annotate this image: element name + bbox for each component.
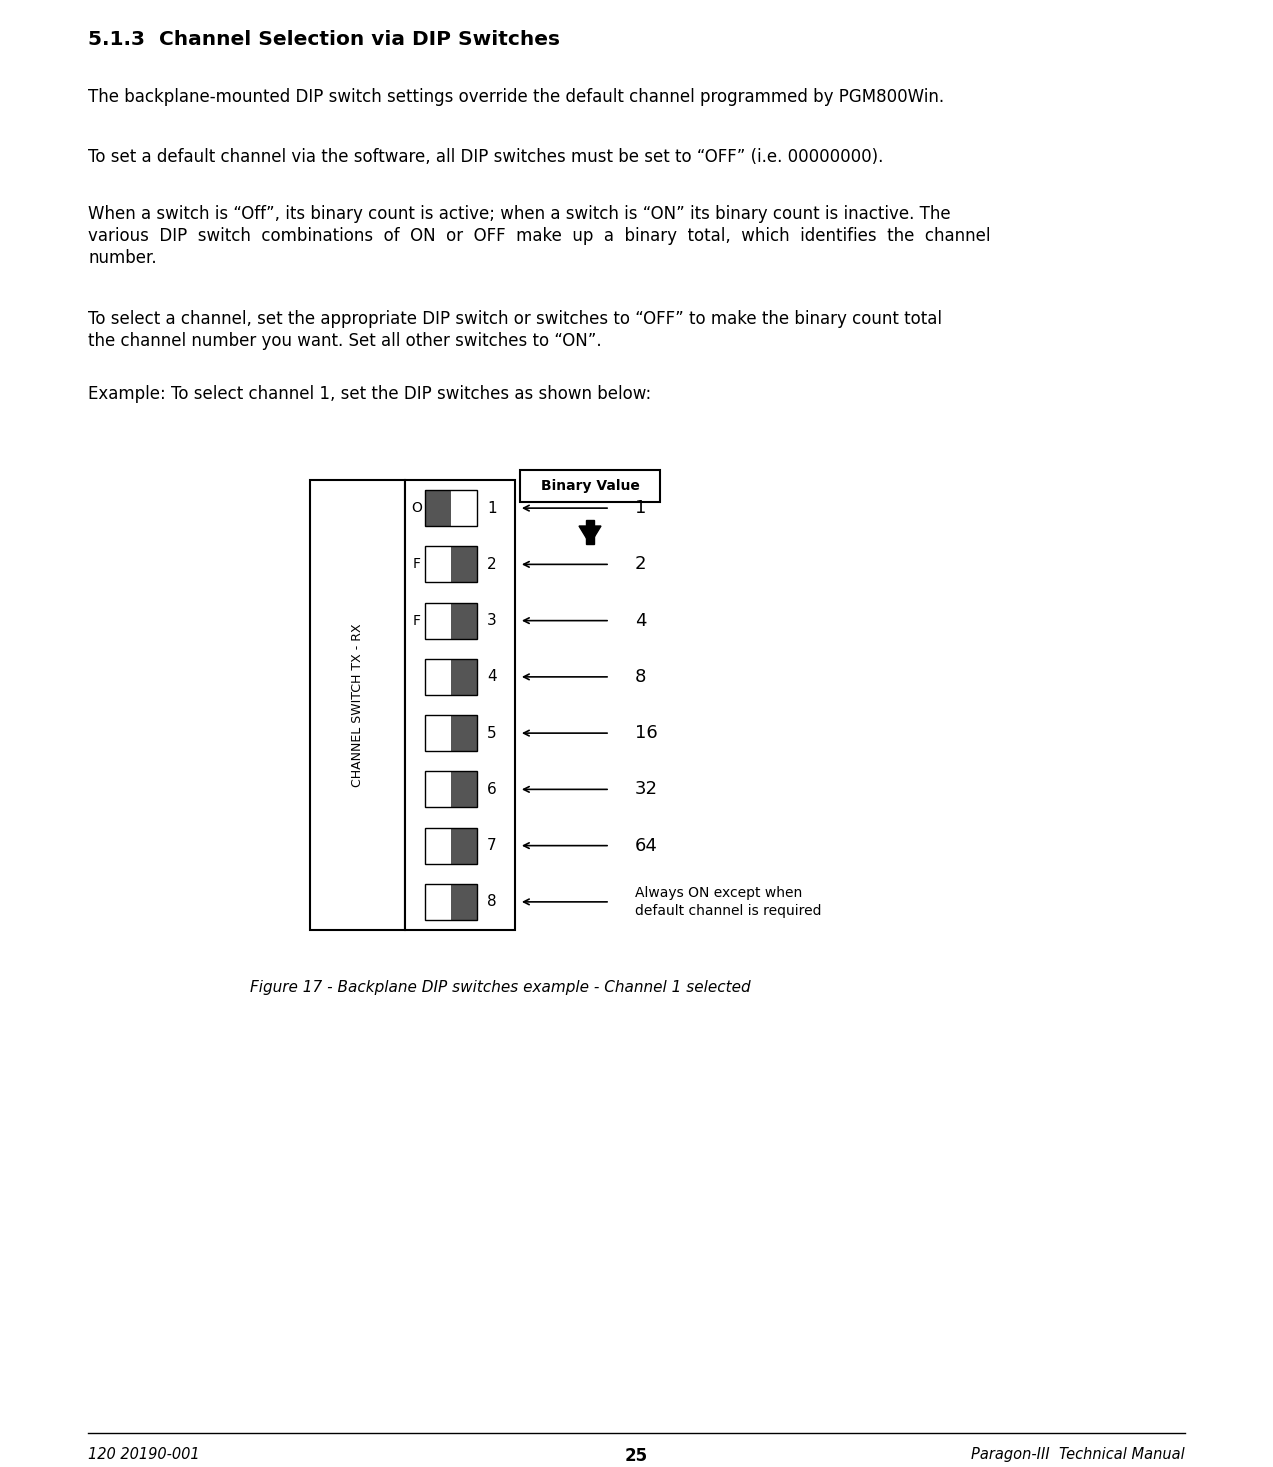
Bar — [451, 546, 477, 582]
Text: 4: 4 — [635, 612, 647, 629]
Text: Figure 17 - Backplane DIP switches example - Channel 1 selected: Figure 17 - Backplane DIP switches examp… — [250, 980, 750, 995]
Text: 7: 7 — [488, 838, 496, 854]
Bar — [311, 480, 405, 930]
Bar — [405, 480, 516, 930]
Polygon shape — [579, 527, 601, 544]
Text: 2: 2 — [488, 557, 496, 572]
Text: Binary Value: Binary Value — [541, 480, 639, 493]
Text: Example: To select channel 1, set the DIP switches as shown below:: Example: To select channel 1, set the DI… — [88, 384, 652, 403]
Bar — [425, 885, 477, 920]
Bar — [586, 519, 594, 544]
Text: 120 20190-001: 120 20190-001 — [88, 1446, 200, 1463]
Bar — [451, 714, 477, 751]
Bar — [451, 603, 477, 638]
Bar — [451, 659, 477, 695]
Text: Paragon-III  Technical Manual: Paragon-III Technical Manual — [971, 1446, 1185, 1463]
Bar — [451, 885, 477, 920]
Bar — [425, 490, 451, 527]
Text: various  DIP  switch  combinations  of  ON  or  OFF  make  up  a  binary  total,: various DIP switch combinations of ON or… — [88, 227, 990, 245]
Bar — [425, 885, 451, 920]
Text: To set a default channel via the software, all DIP switches must be set to “OFF”: To set a default channel via the softwar… — [88, 148, 883, 166]
Bar — [451, 827, 477, 864]
Bar — [425, 772, 451, 807]
Text: O: O — [411, 502, 423, 515]
Text: To select a channel, set the appropriate DIP switch or switches to “OFF” to make: To select a channel, set the appropriate… — [88, 310, 942, 329]
Text: The backplane-mounted DIP switch settings override the default channel programme: The backplane-mounted DIP switch setting… — [88, 88, 945, 106]
Text: 25: 25 — [625, 1446, 648, 1466]
Text: Always ON except when
default channel is required: Always ON except when default channel is… — [635, 886, 821, 918]
Text: 32: 32 — [635, 780, 658, 798]
Bar — [425, 827, 477, 864]
Text: 1: 1 — [488, 500, 496, 515]
Text: 16: 16 — [635, 725, 658, 742]
Text: 3: 3 — [488, 613, 496, 628]
Text: CHANNEL SWITCH TX - RX: CHANNEL SWITCH TX - RX — [351, 623, 364, 786]
Bar — [451, 772, 477, 807]
Bar — [425, 772, 477, 807]
Text: 64: 64 — [635, 836, 658, 855]
Text: F: F — [412, 557, 421, 571]
Bar — [425, 827, 451, 864]
Bar — [425, 546, 477, 582]
Text: 6: 6 — [488, 782, 496, 797]
Text: 5.1.3  Channel Selection via DIP Switches: 5.1.3 Channel Selection via DIP Switches — [88, 29, 560, 48]
Bar — [425, 659, 477, 695]
Bar — [451, 490, 477, 527]
Text: 5: 5 — [488, 726, 496, 741]
Text: the channel number you want. Set all other switches to “ON”.: the channel number you want. Set all oth… — [88, 332, 602, 351]
Text: 1: 1 — [635, 499, 647, 518]
Text: When a switch is “Off”, its binary count is active; when a switch is “ON” its bi: When a switch is “Off”, its binary count… — [88, 205, 951, 223]
Bar — [425, 490, 477, 527]
Text: number.: number. — [88, 249, 157, 267]
Bar — [425, 714, 451, 751]
Text: 8: 8 — [635, 667, 647, 687]
Bar — [425, 603, 477, 638]
Text: 8: 8 — [488, 895, 496, 910]
Text: F: F — [412, 613, 421, 628]
Bar — [425, 659, 451, 695]
Bar — [519, 469, 659, 502]
Bar — [425, 546, 451, 582]
Text: 2: 2 — [635, 556, 647, 574]
Bar — [425, 603, 451, 638]
Text: 4: 4 — [488, 669, 496, 685]
Bar — [425, 714, 477, 751]
